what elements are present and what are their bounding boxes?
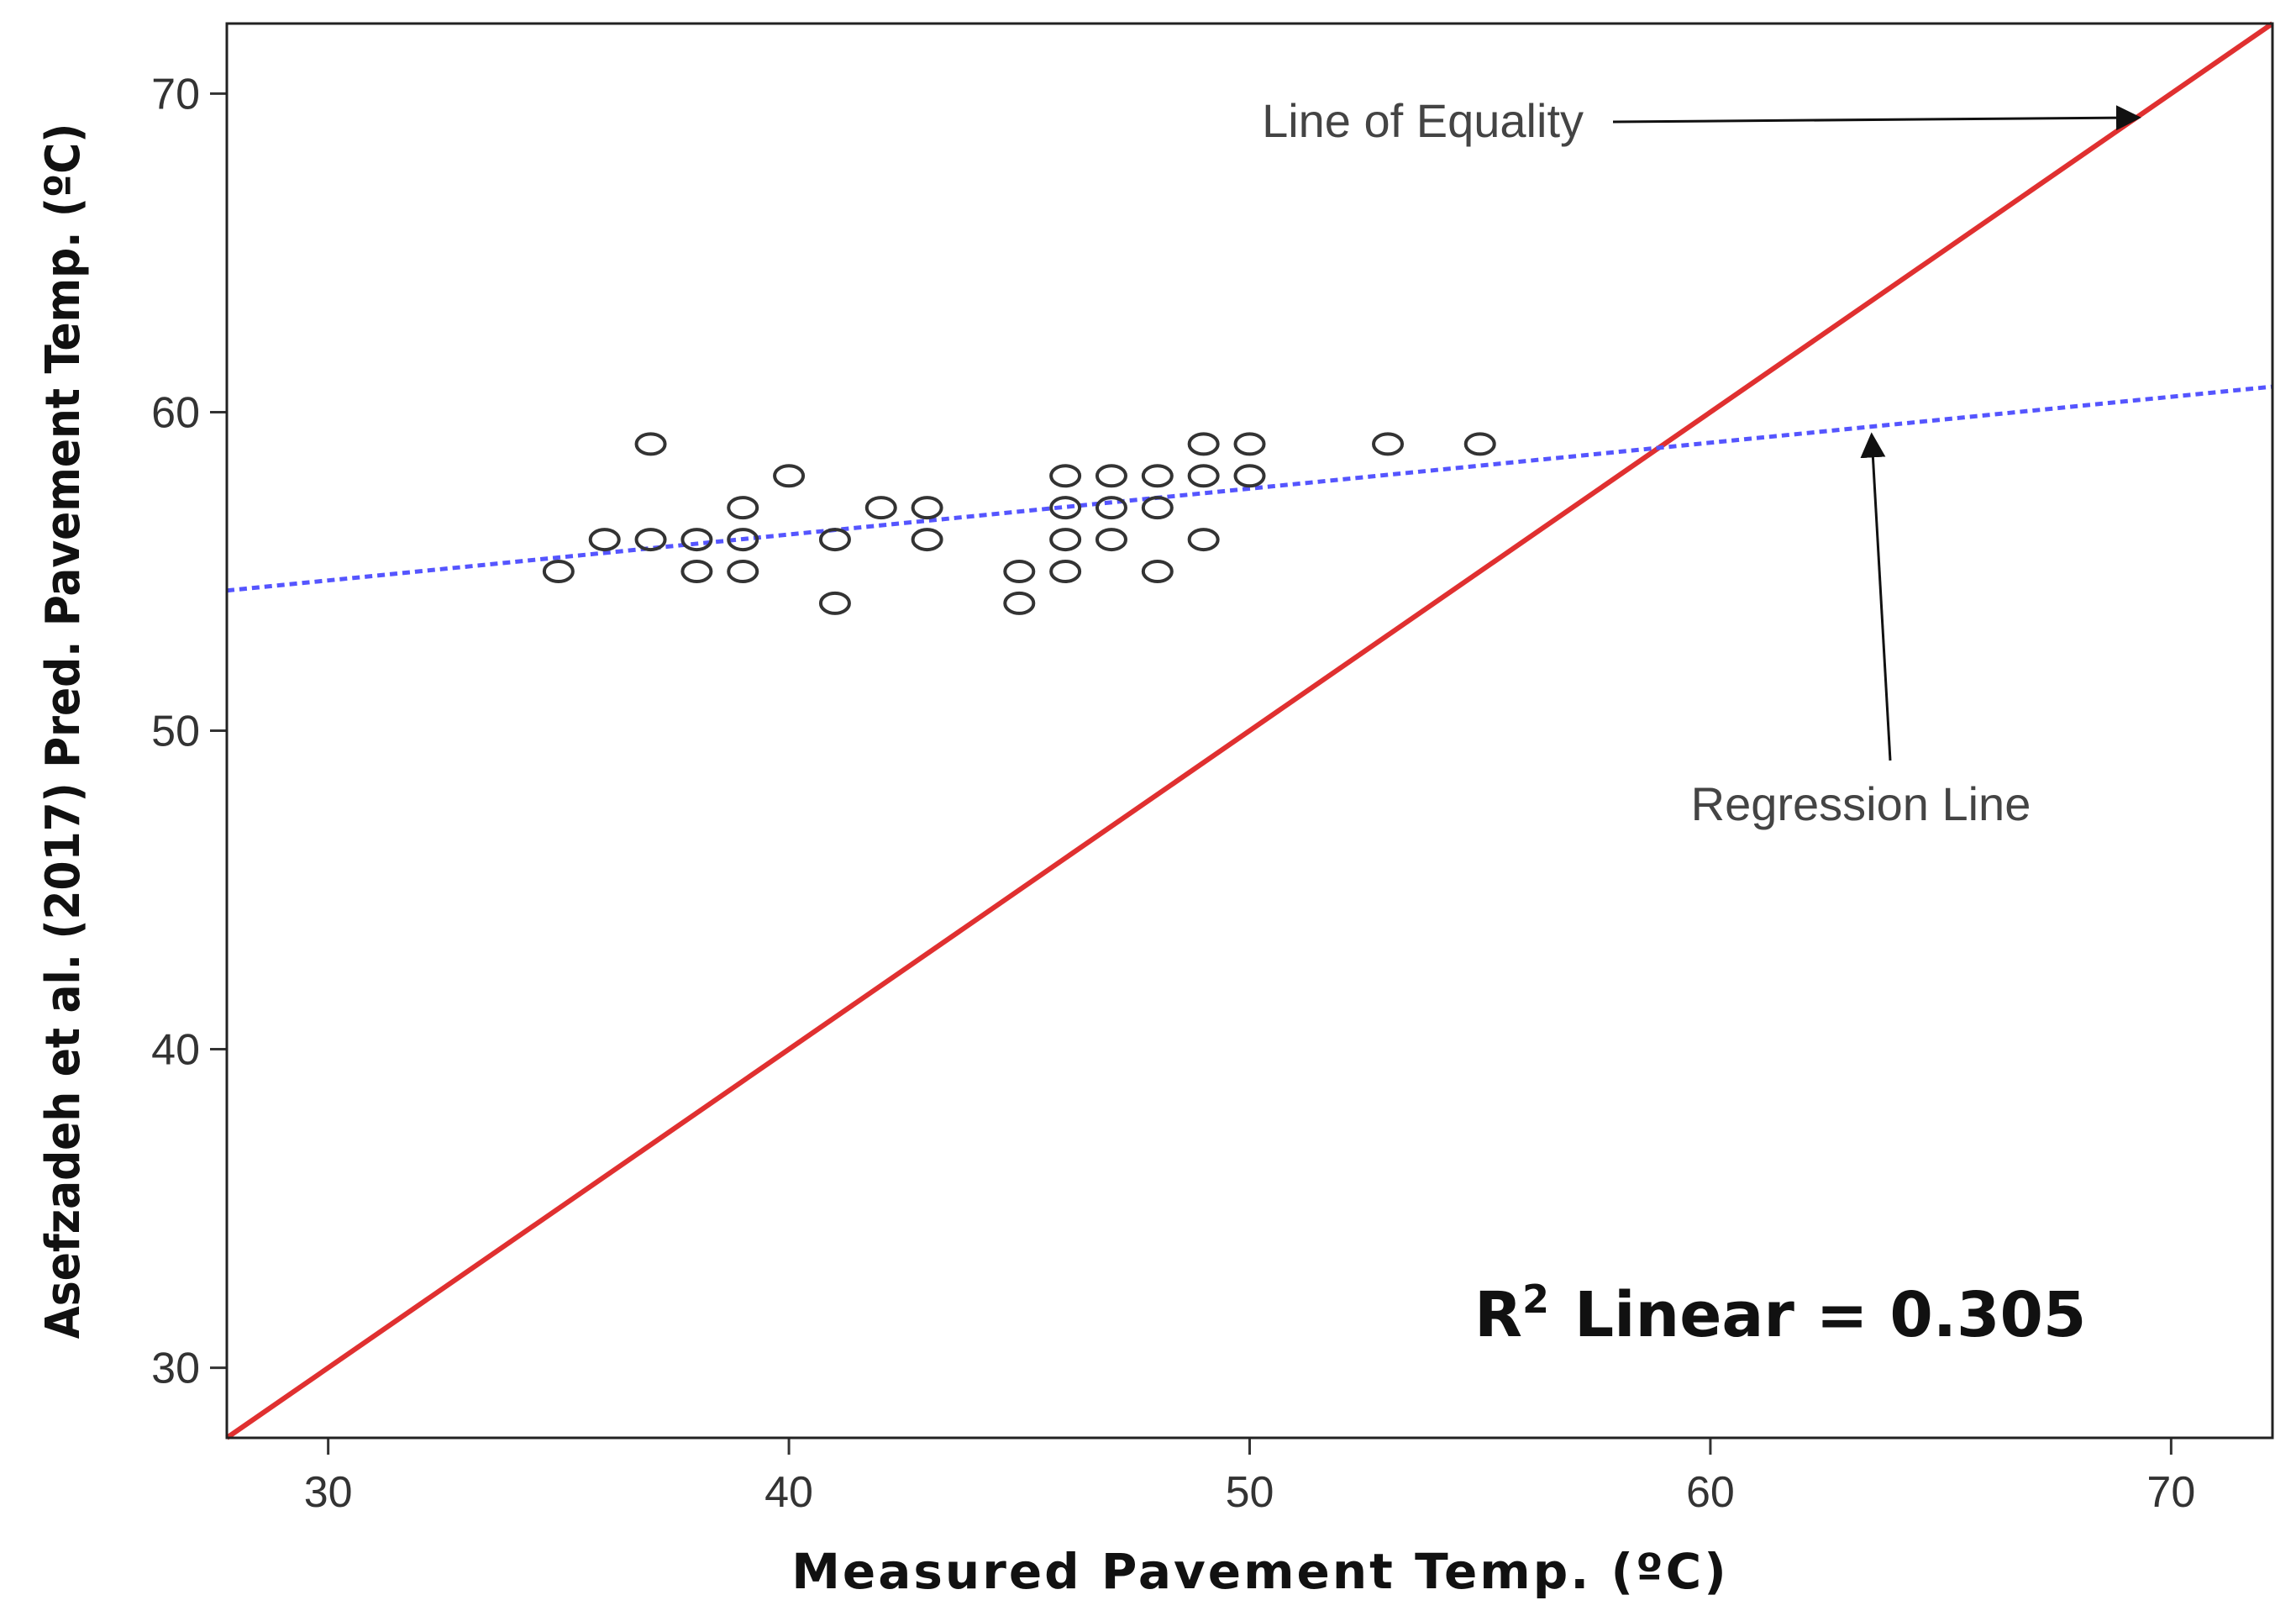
equality-line bbox=[225, 21, 2274, 1440]
y-tick-label: 70 bbox=[151, 70, 200, 118]
y-tick-label: 50 bbox=[151, 708, 200, 756]
y-tick-label: 40 bbox=[151, 1026, 200, 1075]
x-tick-label: 70 bbox=[2146, 1468, 2195, 1517]
r-squared-superscript: 2 bbox=[1522, 1276, 1549, 1322]
regression-line-label: Regression Line bbox=[1691, 777, 2031, 830]
data-point bbox=[542, 559, 575, 583]
regression-line bbox=[226, 384, 2273, 593]
data-point bbox=[818, 591, 851, 615]
data-point bbox=[1003, 591, 1036, 615]
plot-frame bbox=[225, 22, 2274, 1440]
data-point bbox=[1141, 559, 1174, 583]
data-points bbox=[542, 432, 1496, 615]
data-point bbox=[911, 496, 943, 520]
regression-arrow bbox=[1860, 432, 1892, 761]
data-point bbox=[1141, 464, 1174, 488]
data-point bbox=[1049, 496, 1082, 520]
data-point bbox=[727, 559, 759, 583]
data-point bbox=[680, 559, 713, 583]
x-axis-title: Measured Pavement Temp. (ºC) bbox=[791, 1543, 1729, 1600]
data-point bbox=[727, 528, 759, 552]
data-point bbox=[1095, 528, 1127, 552]
data-point bbox=[1233, 464, 1266, 488]
data-point bbox=[1049, 528, 1082, 552]
x-tick-label: 30 bbox=[304, 1468, 353, 1517]
line-of-equality-label: Line of Equality bbox=[1262, 94, 1584, 147]
equality-arrow bbox=[1612, 105, 2141, 131]
data-point bbox=[1049, 559, 1082, 583]
y-tick-label: 30 bbox=[151, 1345, 200, 1393]
data-point bbox=[1141, 496, 1174, 520]
data-point bbox=[1187, 432, 1220, 456]
y-tick-label: 60 bbox=[151, 388, 200, 437]
y-axis-title: Asefzadeh et al. (2017) Pred. Pavement T… bbox=[36, 124, 91, 1340]
data-point bbox=[1463, 432, 1496, 456]
data-point bbox=[588, 528, 621, 552]
annotations bbox=[1612, 105, 2141, 761]
x-tick-label: 50 bbox=[1226, 1468, 1274, 1517]
data-point bbox=[634, 432, 667, 456]
data-point bbox=[634, 528, 667, 552]
data-point bbox=[680, 528, 713, 552]
data-point bbox=[1095, 464, 1127, 488]
axis-ticks: 30 40 50 60 70 30 40 50 60 70 bbox=[151, 70, 2195, 1517]
data-point bbox=[1372, 432, 1405, 456]
data-point bbox=[1187, 464, 1220, 488]
data-point bbox=[727, 496, 759, 520]
x-tick-label: 40 bbox=[764, 1468, 813, 1517]
r-squared-text: Linear = 0.305 bbox=[1574, 1279, 2086, 1351]
x-tick-label: 60 bbox=[1686, 1468, 1735, 1517]
data-point bbox=[1233, 432, 1266, 456]
data-point bbox=[818, 528, 851, 552]
data-point bbox=[864, 496, 897, 520]
data-point bbox=[1095, 496, 1127, 520]
data-point bbox=[1003, 559, 1036, 583]
r-squared-label: R2 Linear = 0.305 bbox=[1474, 1276, 2086, 1351]
r-squared-prefix: R bbox=[1474, 1279, 1522, 1351]
data-point bbox=[773, 464, 806, 488]
fit-lines bbox=[225, 21, 2274, 1440]
data-point bbox=[1049, 464, 1082, 488]
data-point bbox=[1187, 528, 1220, 552]
data-point bbox=[911, 528, 943, 552]
